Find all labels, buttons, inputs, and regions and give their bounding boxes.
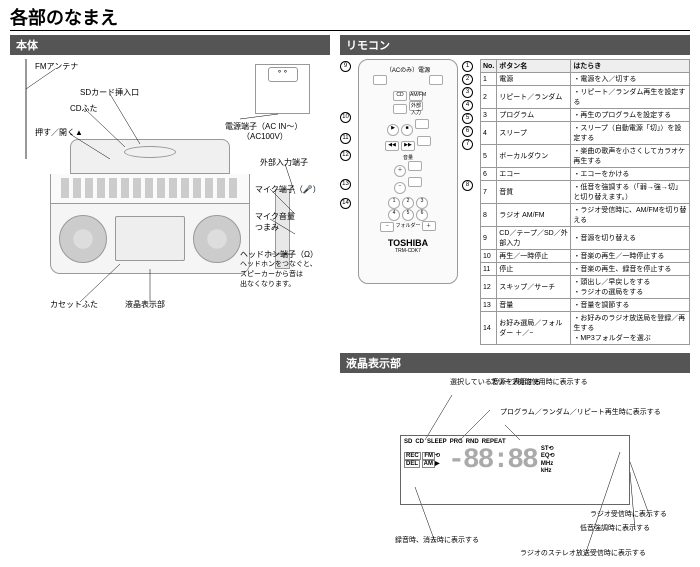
- remote-header: リモコン: [340, 35, 690, 55]
- table-row: 9CD／テープ／SD／外部入力・音源を切り替える: [481, 227, 690, 250]
- lcd-display: SDCDSLEEPPRGRNDREPEAT REC FM⟲ DEL AM▶ -8…: [400, 435, 630, 505]
- remote-control: （ACのみ）電源 CDAM/FM 外部入力 ▶■ ◀◀▶▶ 音量 ＋ − 123…: [358, 59, 458, 284]
- body-header: 本体: [10, 35, 330, 55]
- note-prg: プログラム／ランダム／リピート再生時に表示する: [500, 407, 661, 417]
- table-row: 8ラジオ AM/FM・ラジオ受信時に、AM/FMを切り替える: [481, 204, 690, 227]
- remote-table: No.ボタン名はたらき 1電源・電源を入／切する2リピート／ランダム・リピート／…: [480, 59, 690, 345]
- lbl-mic: マイク端子（🎤）: [255, 184, 321, 195]
- table-row: 13音量・音量を調節する: [481, 299, 690, 312]
- table-row: 3プログラム・再生のプログラムを設定する: [481, 109, 690, 122]
- table-row: 1電源・電源を入／切する: [481, 73, 690, 86]
- lbl-cas: カセットふた: [50, 299, 98, 310]
- lbl-hpnote: ヘッドホンをつなぐと、 スピーカーから音は 出なくなります。: [240, 259, 317, 289]
- note-radio: ラジオ受信時に表示する: [590, 509, 667, 519]
- table-row: 11停止・音楽の再生、録音を停止する: [481, 263, 690, 276]
- table-row: 5ボーカルダウン・楽曲の歌声を小さくしてカラオケ再生する: [481, 145, 690, 168]
- table-row: 2リピート／ランダム・リピート／ランダム再生を設定する: [481, 86, 690, 109]
- note-stereo: ラジオのステレオ放送受信時に表示する: [520, 548, 646, 558]
- page-title: 各部のなまえ: [10, 4, 690, 31]
- antenna: [25, 59, 27, 159]
- remote-numbers-left: 91011121314: [340, 59, 354, 211]
- note-bass: 低音強調時に表示する: [580, 523, 650, 533]
- lbl-vol: マイク音量 つまみ: [255, 211, 295, 233]
- lbl-psu2: （AC100V）: [242, 131, 288, 142]
- table-row: 12スキップ／サーチ・頭出し／早戻しをする ・ラジオの選局をする: [481, 276, 690, 299]
- radio-illustration: [50, 139, 250, 279]
- lbl-push: 押す／開く▲: [35, 127, 83, 138]
- lbl-ext: 外部入力端子: [260, 157, 308, 168]
- lbl-sd: SDカード挿入口: [80, 87, 139, 98]
- lbl-cd: CDふた: [70, 103, 98, 114]
- table-row: 6エコー・エコーをかける: [481, 168, 690, 181]
- table-row: 14お好み選局／フォルダー ＋／−・お好みのラジオ放送局を登録／再生する ・MP…: [481, 312, 690, 345]
- table-row: 4スリープ・スリープ（自動電源「切」）を設定する: [481, 122, 690, 145]
- body-diagram: ⚬⚬ FMアンテナ SDカード挿入口 CDふた 押す／開く▲ 電源端子（AC I…: [10, 59, 330, 309]
- note-rec: 録音時、消去時に表示する: [395, 535, 479, 545]
- remote-numbers-right: 12345678: [462, 59, 476, 193]
- power-supply: ⚬⚬: [255, 64, 310, 114]
- table-row: 7音質・低音を強調する（「弱→強→切」と切り替えます。）: [481, 181, 690, 204]
- table-row: 10再生／一時停止・音楽の再生／一時停止する: [481, 250, 690, 263]
- lcd-header: 液晶表示部: [340, 353, 690, 373]
- lbl-fm: FMアンテナ: [35, 61, 78, 72]
- note-sleep: スリープ機能使用時に表示する: [490, 377, 588, 387]
- lbl-lcd: 液晶表示部: [125, 299, 165, 310]
